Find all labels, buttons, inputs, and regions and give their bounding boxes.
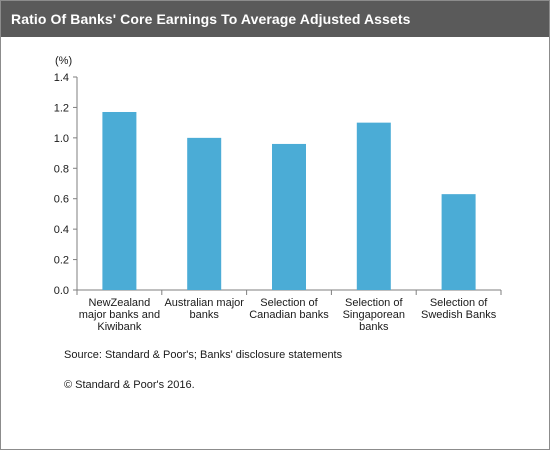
y-tick-label: 0.0	[54, 285, 69, 297]
x-tick-label: Swedish Banks	[421, 309, 497, 321]
y-tick-label: 0.8	[54, 163, 69, 175]
y-tick-label: 1.4	[54, 72, 69, 84]
bar-chart: (%) 0.0 0.2 0.4 0.6 0.8 1.0 1.2 1.4 NewZealandmaj…	[54, 55, 502, 333]
y-tick-label: 0.6	[54, 194, 69, 206]
y-tick-label: 1.0	[54, 133, 69, 145]
bar	[102, 111, 137, 290]
x-tick-label: Singaporean	[343, 309, 405, 321]
y-tick-label: 0.4	[54, 224, 69, 236]
x-tick-label: Canadian banks	[249, 309, 329, 321]
chart-title: Ratio Of Banks' Core Earnings To Average…	[11, 11, 411, 27]
bar	[187, 137, 222, 290]
y-tick-label: 0.2	[54, 255, 69, 267]
copyright-note: © Standard & Poor's 2016.	[64, 379, 195, 391]
x-tick-label: Selection of	[430, 297, 488, 309]
bar	[272, 143, 306, 290]
y-axis-unit-label: (%)	[55, 55, 72, 67]
x-tick-label: Selection of	[345, 297, 403, 309]
x-tick-label: Australian major	[164, 297, 244, 309]
x-tick-label: major banks and	[79, 309, 160, 321]
bar	[441, 194, 476, 290]
x-tick-label: Selection of	[260, 297, 318, 309]
x-tick-label: banks	[359, 321, 389, 333]
y-tick-label: 1.2	[54, 102, 69, 114]
source-note: Source: Standard & Poor's; Banks' disclo…	[64, 349, 343, 361]
x-tick-label: banks	[190, 309, 220, 321]
bar	[356, 122, 391, 291]
title-bar: Ratio Of Banks' Core Earnings To Average…	[1, 1, 549, 37]
x-tick-label: Kiwibank	[97, 321, 142, 333]
x-tick-label: NewZealand	[89, 297, 151, 309]
